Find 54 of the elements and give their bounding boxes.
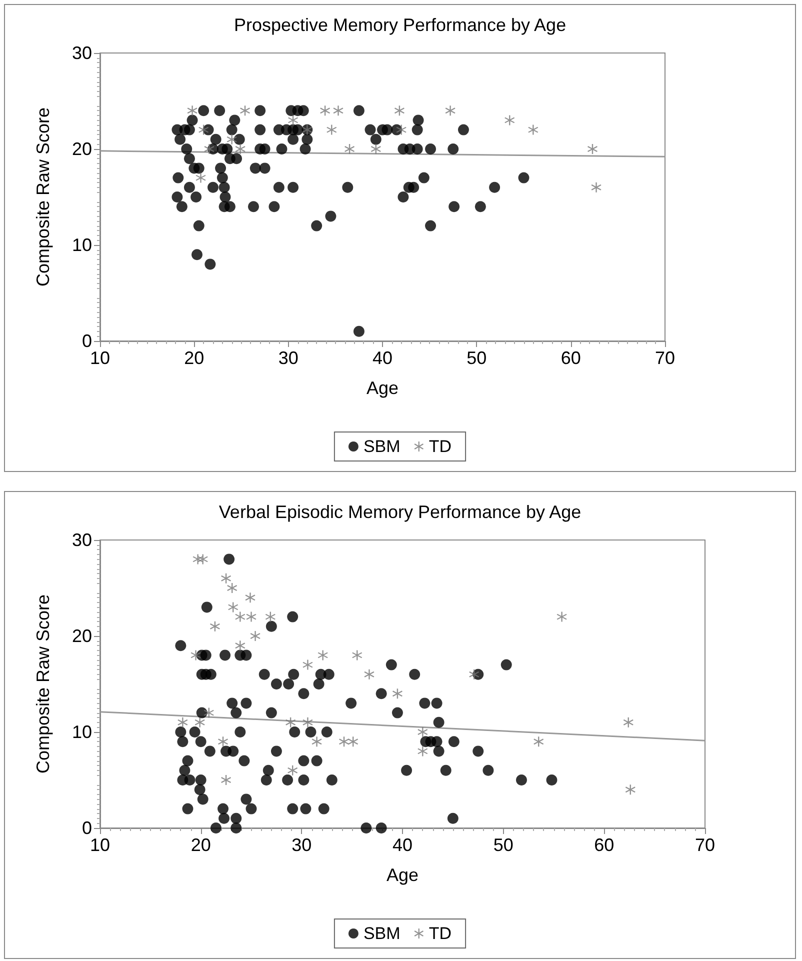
x-axis-title: Age <box>366 378 399 398</box>
point <box>235 612 246 622</box>
point <box>235 144 246 154</box>
point <box>187 106 198 116</box>
point <box>556 612 567 622</box>
y-tick-label: 20 <box>72 139 92 159</box>
x-tick-label: 30 <box>292 835 312 855</box>
y-tick-label: 0 <box>82 331 92 351</box>
point <box>204 144 214 154</box>
x-tick-label: 50 <box>466 348 487 368</box>
y-tick-label: 0 <box>82 818 92 838</box>
point <box>591 182 602 192</box>
x-tick-label: 60 <box>594 835 614 855</box>
legend-label: SBM <box>363 924 400 943</box>
legend-label: SBM <box>363 437 400 456</box>
point <box>235 640 246 651</box>
point <box>250 631 260 641</box>
point <box>245 592 256 603</box>
x-tick-label: 20 <box>184 348 204 368</box>
legend-label: TD <box>428 437 452 456</box>
point <box>312 736 322 747</box>
legend-label: TD <box>428 924 452 943</box>
y-tick-label: 20 <box>72 626 92 646</box>
x-tick-label: 50 <box>493 835 514 855</box>
y-tick-label: 30 <box>72 43 92 63</box>
x-tick-label: 70 <box>654 348 676 368</box>
point <box>190 650 201 660</box>
point <box>194 717 205 728</box>
point <box>318 650 328 660</box>
y-axis-title: Composite Raw Score <box>33 594 53 774</box>
chart-title: Verbal Episodic Memory Performance by Age <box>218 502 582 522</box>
y-tick-label: 30 <box>72 530 92 550</box>
point <box>302 717 313 728</box>
point <box>302 660 313 670</box>
y-tick-label: 10 <box>72 235 92 255</box>
point <box>418 746 428 756</box>
point <box>418 727 428 737</box>
point <box>178 717 188 728</box>
x-tick-label: 60 <box>560 348 581 368</box>
point <box>364 669 374 680</box>
x-tick-label: 40 <box>372 348 393 368</box>
point <box>333 106 344 116</box>
x-axis-title: Age <box>386 865 419 885</box>
y-tick-label: 10 <box>72 722 92 742</box>
point <box>246 612 256 622</box>
chart-title: Prospective Memory Performance by Age <box>234 15 566 35</box>
point <box>445 106 456 116</box>
point <box>528 124 538 135</box>
x-tick-label: 70 <box>694 835 716 855</box>
y-axis-title: Composite Raw Score <box>33 107 53 287</box>
x-tick-label: 20 <box>190 835 211 855</box>
point <box>196 172 206 183</box>
x-tick-label: 30 <box>278 348 298 368</box>
x-tick-label: 40 <box>392 835 413 855</box>
